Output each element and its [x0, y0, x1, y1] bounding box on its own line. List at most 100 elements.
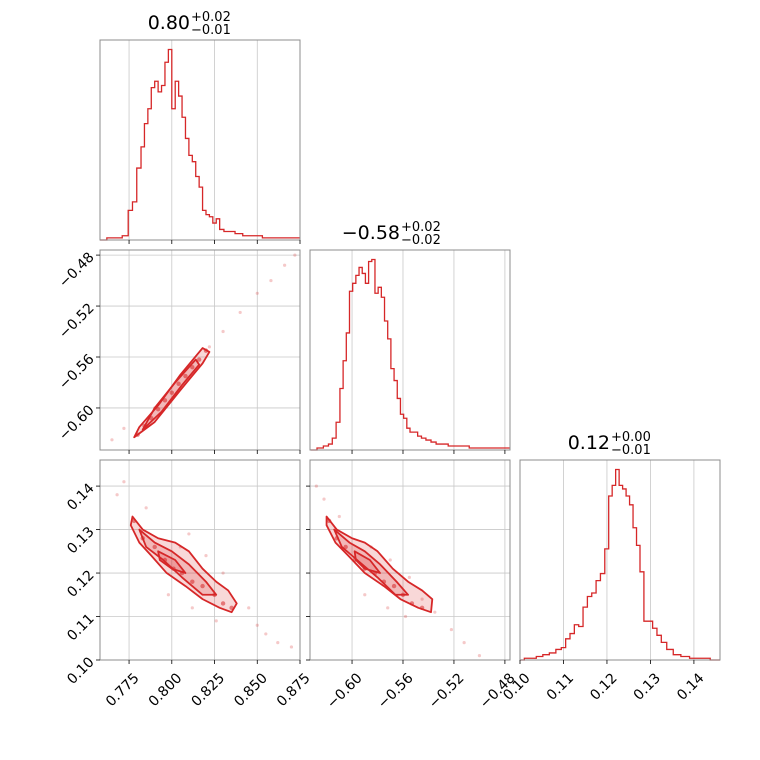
sample-point — [269, 278, 273, 283]
sample-point — [337, 514, 341, 519]
x-tick-label: 0.12 — [587, 670, 620, 703]
sample-point — [343, 544, 348, 550]
sample-point — [152, 544, 157, 550]
sample-point — [204, 554, 208, 558]
sample-point — [144, 506, 148, 510]
param-title-lower-1: −0.02 — [401, 233, 441, 248]
y-tick-label: 0.11 — [64, 611, 97, 644]
sample-point — [238, 310, 242, 315]
x-tick-label: −0.56 — [375, 670, 417, 712]
x-tick-label: 0.850 — [231, 670, 271, 710]
density-contour — [157, 550, 187, 574]
hist-frame-2 — [519, 459, 721, 661]
pair-grid — [100, 250, 301, 450]
sample-point — [166, 593, 170, 597]
sample-point — [200, 583, 205, 589]
sample-point — [110, 438, 114, 442]
sample-point — [247, 606, 251, 610]
sample-point — [363, 593, 367, 597]
hist-panel-0: 0.80 +0.02−0.01 — [99, 10, 301, 244]
histogram-1 — [310, 258, 510, 451]
sample-point — [462, 641, 466, 645]
sample-point — [276, 641, 280, 645]
param-title-2: 0.12 — [568, 432, 610, 454]
y-tick-label: 0.14 — [64, 480, 97, 513]
sample-point — [420, 597, 424, 601]
param-title-0: 0.80 — [148, 12, 190, 34]
sample-point — [433, 610, 437, 614]
sample-point — [407, 575, 411, 579]
y-tick-label: −0.60 — [56, 402, 98, 444]
sample-point — [283, 263, 287, 267]
sample-point — [314, 484, 318, 488]
param-title-lower-2: −0.01 — [611, 443, 651, 458]
pair-panel-2-1 — [306, 459, 511, 664]
pair-grid — [310, 460, 510, 661]
x-tick-label: −0.52 — [426, 670, 468, 712]
x-tick-label: 0.13 — [631, 670, 664, 703]
pair-frame — [309, 459, 511, 661]
sample-point — [391, 583, 397, 589]
histogram-0 — [100, 48, 300, 241]
sample-point — [403, 614, 408, 619]
sample-point — [176, 381, 181, 386]
y-tick-label: 0.13 — [64, 524, 97, 557]
pair-panel-2-0 — [96, 459, 301, 664]
param-title-lower-0: −0.01 — [191, 23, 231, 38]
sample-point — [289, 645, 294, 649]
sample-point — [187, 532, 191, 536]
sample-point — [196, 357, 202, 362]
hist-grid-0 — [128, 40, 301, 240]
sample-point — [255, 623, 259, 627]
sample-point — [183, 373, 188, 379]
x-tick-label: 0.11 — [544, 670, 577, 703]
sample-point — [322, 497, 326, 501]
hist-panel-2: 0.12 +0.00−0.01 — [519, 430, 721, 664]
param-title-upper-2: +0.00 — [611, 430, 651, 445]
sample-point — [169, 390, 174, 395]
sample-point — [477, 654, 482, 658]
sample-point — [190, 606, 194, 610]
sample-point — [190, 364, 195, 370]
density-contour — [133, 347, 211, 439]
param-title-1: −0.58 — [342, 222, 400, 244]
sample-point — [221, 571, 225, 575]
sample-point — [293, 253, 297, 257]
density-contour — [141, 358, 201, 431]
y-tick-label: −0.56 — [56, 351, 98, 393]
x-tick-label: −0.60 — [324, 670, 366, 712]
sample-point — [162, 398, 168, 403]
sample-point — [190, 579, 195, 584]
param-title-upper-0: +0.02 — [191, 10, 231, 25]
hist-grid-2 — [519, 460, 695, 660]
y-tick-label: −0.48 — [56, 249, 98, 291]
sample-point — [255, 291, 259, 295]
x-tick-label: 0.14 — [674, 670, 707, 703]
pair-panel-1-0 — [96, 249, 301, 454]
y-tick-label: 0.10 — [64, 654, 97, 687]
pair-grid — [100, 460, 301, 661]
param-title-upper-1: +0.02 — [401, 220, 441, 235]
sample-point — [207, 345, 212, 349]
y-tick-label: −0.52 — [56, 300, 98, 342]
x-tick-label: 0.875 — [274, 670, 314, 710]
sample-point — [214, 619, 218, 623]
sample-point — [122, 480, 126, 484]
sample-point — [388, 558, 392, 562]
sample-point — [221, 329, 225, 334]
pair-frame — [99, 249, 301, 451]
hist-frame-1 — [309, 249, 511, 451]
x-tick-label: 0.825 — [188, 670, 228, 710]
sample-point — [155, 407, 161, 412]
sample-point — [264, 632, 268, 636]
pair-frame — [99, 459, 301, 661]
hist-frame-0 — [99, 39, 301, 241]
y-tick-label: 0.12 — [64, 567, 97, 600]
hist-panel-1: −0.58 +0.02−0.02 — [309, 220, 511, 454]
sample-point — [115, 493, 119, 497]
x-tick-label: 0.775 — [103, 670, 143, 710]
sample-point — [449, 627, 454, 632]
sample-point — [122, 426, 126, 430]
sample-point — [220, 601, 226, 606]
